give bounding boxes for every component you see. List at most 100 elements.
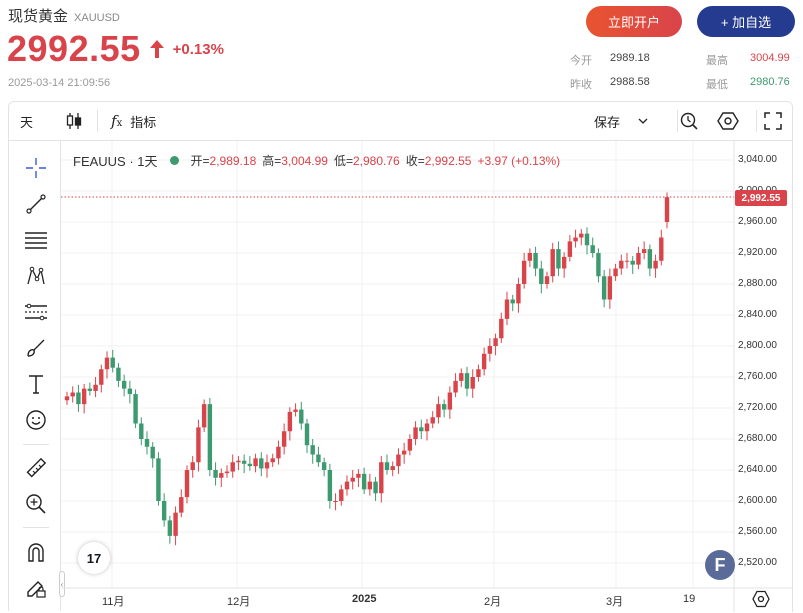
candle-body [213, 470, 218, 478]
candle-body [539, 268, 544, 284]
candle-body [590, 245, 595, 253]
tradingview-logo[interactable]: 17 [78, 542, 110, 574]
candlestick-icon [66, 113, 82, 129]
candle-body [264, 462, 270, 469]
candle-body [321, 462, 327, 470]
candle-body [133, 394, 138, 424]
toolbar-divider [756, 110, 757, 132]
chart-settings-button[interactable] [752, 590, 770, 613]
market-status-dot [169, 156, 179, 165]
candle-body [116, 367, 121, 381]
candle-body [139, 423, 144, 439]
save-button[interactable]: 保存 [594, 102, 648, 140]
zoom-tool[interactable] [23, 491, 49, 517]
candle-body [190, 462, 195, 470]
candle-body [121, 380, 127, 389]
candle-body [396, 454, 401, 467]
instrument-title: 现货黄金 [8, 8, 69, 25]
up-arrow-icon [149, 40, 164, 58]
candle-body [93, 384, 98, 391]
candlestick-chart[interactable] [61, 141, 793, 612]
candle-body [573, 237, 578, 242]
candle-body [127, 388, 133, 395]
stat-open-label: 今开 [570, 55, 592, 67]
x-tick-label: 11月 [102, 596, 125, 608]
candle-body [499, 318, 504, 339]
pattern-tool[interactable] [23, 263, 49, 289]
chart-type-button[interactable] [65, 102, 83, 140]
candle-body [241, 460, 247, 464]
alert-button[interactable] [679, 102, 699, 140]
interval-button[interactable]: 天 [20, 102, 33, 140]
candle-body [81, 388, 87, 405]
legend-open-label: 开= [190, 154, 210, 168]
price-row: 2992.55 +0.13% [7, 28, 224, 70]
candle-body [276, 446, 281, 459]
crosshair-tool[interactable] [23, 155, 49, 181]
indicators-button[interactable]: fx 指标 [111, 102, 156, 140]
candle-body [504, 299, 510, 319]
stat-low-label: 最低 [706, 79, 728, 91]
measure-lines-icon [25, 303, 47, 321]
quote-header: 现货黄金 XAUUSD 2992.55 +0.13% 2025-03-14 21… [0, 0, 803, 100]
candle-body [533, 253, 538, 269]
legend-symbol[interactable]: FEAUUS · 1天 [73, 154, 158, 169]
f-badge[interactable]: F [705, 550, 735, 580]
candle-body [316, 454, 321, 463]
x-tick-label: 2025 [352, 593, 377, 605]
emoji-tool[interactable] [23, 407, 49, 433]
stat-prev-close-value: 2988.58 [610, 76, 650, 88]
magnet-icon [28, 543, 44, 562]
candle-body [179, 497, 184, 513]
text-tool[interactable] [23, 371, 49, 397]
magnet-tool[interactable] [23, 539, 49, 565]
ruler-tool[interactable] [23, 455, 49, 481]
candle-body [413, 427, 418, 439]
open-account-button[interactable]: 立即开户 [586, 6, 682, 37]
brush-tool[interactable] [23, 335, 49, 361]
candle-body [390, 466, 395, 470]
candle-body [367, 481, 373, 490]
candle-body [224, 471, 230, 474]
interval-label: 天 [20, 114, 34, 130]
fullscreen-button[interactable] [764, 102, 782, 140]
candle-body [287, 411, 293, 432]
candle-body [247, 463, 253, 467]
collapse-sidebar-handle[interactable]: ‹ [59, 571, 65, 597]
stat-high-label: 最高 [706, 55, 728, 67]
lock-pencil-tool[interactable] [23, 575, 49, 601]
legend-low-label: 低= [333, 154, 353, 168]
candle-body [253, 458, 258, 467]
y-tick-label: 2,680.00 [738, 433, 777, 444]
y-tick-label: 2,640.00 [738, 464, 777, 475]
chevron-down-icon [638, 118, 648, 124]
stat-open: 今开 2989.18 [570, 52, 650, 68]
chart-area[interactable] [61, 141, 793, 612]
candle-body [350, 477, 355, 482]
legend-high-label: 高= [262, 154, 282, 168]
candle-body [430, 417, 435, 424]
stat-high: 最高 3004.99 [706, 52, 790, 68]
measure-lines-tool[interactable] [23, 299, 49, 325]
settings-button[interactable] [717, 102, 739, 140]
candle-body [270, 458, 275, 463]
fib-lines-tool[interactable] [23, 227, 49, 253]
candle-body [310, 445, 315, 455]
stat-high-value: 3004.99 [750, 52, 790, 64]
candle-body [184, 470, 190, 498]
candle-body [619, 260, 624, 269]
add-watchlist-button[interactable]: + 加自选 [697, 6, 795, 37]
candle-body [550, 249, 555, 277]
candle-body [167, 520, 173, 536]
candle-body [401, 450, 407, 455]
x-tick-label: 19 [683, 593, 696, 605]
x-tick-label: 2月 [484, 596, 502, 608]
trendline-tool[interactable] [23, 191, 49, 217]
stat-low-value: 2980.76 [750, 76, 790, 88]
alert-icon [680, 112, 698, 130]
candle-body [516, 284, 521, 304]
candle-body [293, 409, 298, 412]
candle-body [521, 260, 527, 284]
chart-legend: FEAUUS · 1天 开= 2,989.18 高= 3,004.99 低= 2,98… [73, 151, 560, 170]
y-tick-label: 2,720.00 [738, 402, 777, 413]
